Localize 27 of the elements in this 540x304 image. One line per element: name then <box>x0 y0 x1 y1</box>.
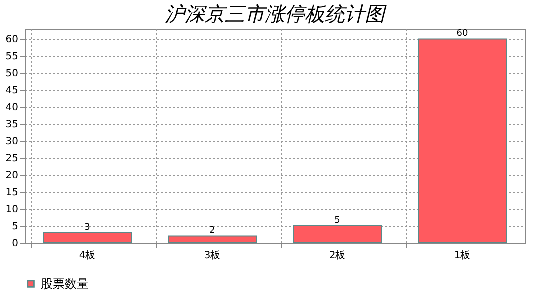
y-tick-label: 50 <box>6 68 18 80</box>
y-tick-label: 0 <box>12 238 18 250</box>
data-label: 5 <box>334 216 340 226</box>
y-tick-label: 45 <box>6 86 18 97</box>
x-tick-label: 2板 <box>329 250 346 262</box>
y-tick-label: 25 <box>6 154 18 165</box>
y-tick-label: 40 <box>6 102 18 114</box>
bar <box>43 232 132 244</box>
data-label: 3 <box>84 222 90 233</box>
y-tick-label: 35 <box>6 120 18 131</box>
data-label: 60 <box>456 29 468 40</box>
bar <box>293 226 382 244</box>
y-tick-label: 15 <box>6 188 18 199</box>
y-tick-label: 20 <box>6 170 18 182</box>
y-tick-label: 30 <box>6 136 18 148</box>
x-tick-label: 3板 <box>204 250 221 262</box>
legend-label: 股票数量 <box>41 277 89 291</box>
y-tick-label: 5 <box>12 222 18 233</box>
y-tick-label: 60 <box>6 34 18 46</box>
y-tick-label: 55 <box>6 52 18 63</box>
chart-title: 沪深京三市涨停板统计图 <box>165 2 387 26</box>
y-tick-label: 10 <box>6 204 18 216</box>
x-tick-label: 4板 <box>79 250 96 262</box>
x-tick-label: 1板 <box>454 250 471 262</box>
data-label: 2 <box>210 226 216 236</box>
bar <box>168 236 257 244</box>
bar <box>418 38 507 244</box>
